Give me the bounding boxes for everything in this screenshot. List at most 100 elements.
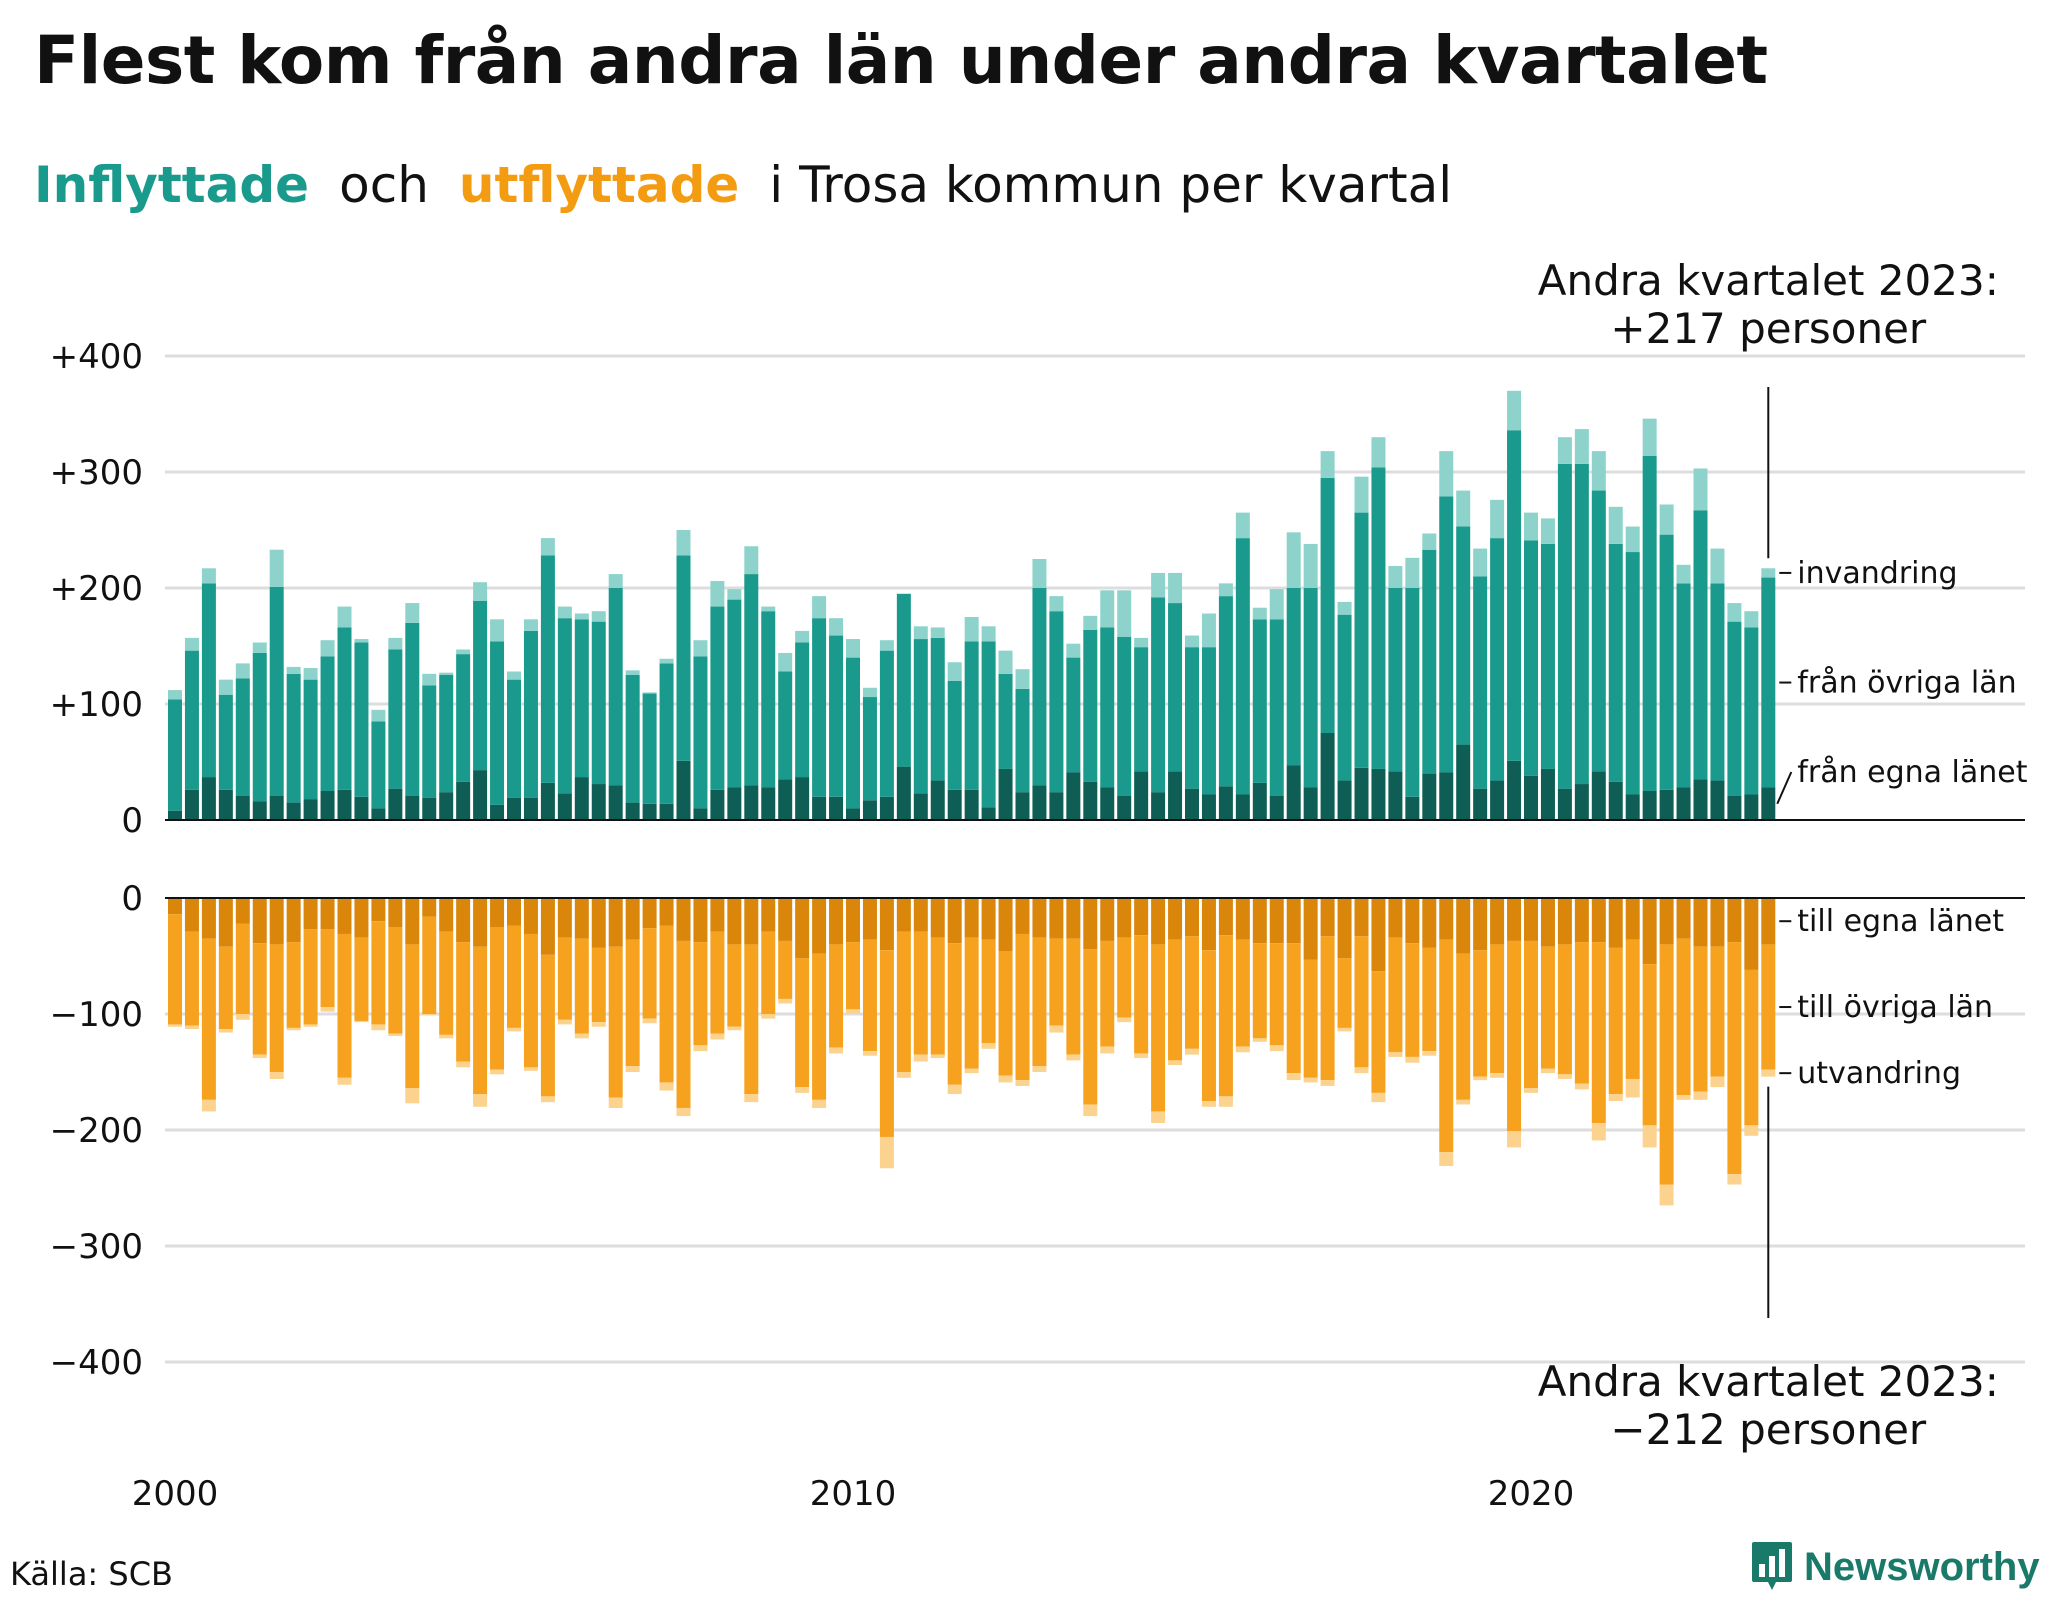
bar-in-own-county (1591, 771, 1606, 820)
bar-out-own-county (456, 898, 471, 943)
annotation-bottom-line2: −212 personer (1610, 1405, 1927, 1454)
bar-in-other-counties (744, 574, 759, 786)
bar-out-other-counties (1083, 949, 1098, 1105)
bar-in-own-county (930, 780, 945, 820)
bar-in-immigration (1744, 611, 1759, 628)
bar-out-own-county (981, 898, 996, 940)
bar-in-other-counties (574, 619, 589, 778)
bar-in-immigration (710, 581, 725, 607)
bar-in-own-county (1134, 771, 1149, 820)
bar-in-own-county (337, 789, 352, 820)
bar-in-own-county (1744, 794, 1759, 820)
bar-out-own-county (812, 898, 827, 954)
bar-out-emigration (795, 1087, 810, 1093)
bar-out-other-counties (507, 925, 521, 1028)
bar-in-other-counties (456, 654, 471, 782)
bar-in-immigration (1524, 512, 1538, 541)
bar-out-own-county (930, 898, 945, 938)
bar-in-immigration (490, 619, 505, 642)
brand-logo[interactable]: Newsworthy (1750, 1540, 2040, 1594)
bar-in-other-counties (1134, 647, 1149, 772)
bar-in-other-counties (659, 663, 674, 804)
bar-in-other-counties (1676, 583, 1691, 788)
bar-out-other-counties (1557, 944, 1572, 1075)
bar-out-own-county (1252, 898, 1267, 944)
bar-out-emigration (303, 1024, 318, 1027)
bar-out-own-county (846, 898, 860, 943)
bar-in-immigration (676, 530, 691, 556)
bar-out-emigration (1557, 1074, 1572, 1079)
bar-in-immigration (829, 618, 844, 636)
bar-in-other-counties (591, 621, 606, 785)
bar-in-immigration (1286, 532, 1301, 588)
bar-out-other-counties (947, 943, 962, 1085)
bar-out-other-counties (829, 944, 844, 1048)
bar-in-own-county (1252, 782, 1267, 820)
bar-in-other-counties (184, 650, 199, 790)
bar-in-own-county (964, 789, 979, 820)
bar-in-other-counties (896, 593, 911, 767)
bar-in-other-counties (1117, 636, 1132, 796)
bar-out-other-counties (439, 931, 454, 1035)
bar-out-own-county (1473, 898, 1488, 951)
bar-out-emigration (862, 1051, 877, 1056)
bar-in-own-county (1032, 785, 1047, 820)
bar-in-other-counties (1456, 526, 1471, 745)
bar-out-own-county (913, 898, 928, 932)
series-leader (1776, 771, 1793, 805)
bar-in-other-counties (252, 652, 267, 802)
bar-out-other-counties (1473, 950, 1488, 1077)
bar-out-own-county (422, 898, 437, 917)
bar-in-other-counties (1710, 583, 1725, 781)
bar-out-emigration (1710, 1076, 1725, 1088)
bar-out-other-counties (218, 946, 233, 1030)
x-tick-label: 2000 (132, 1474, 219, 1514)
y-tick-label: −200 (50, 1111, 143, 1151)
bar-out-other-counties (642, 928, 657, 1019)
bar-out-emigration (269, 1072, 284, 1079)
bar-out-own-county (1303, 898, 1318, 960)
bar-out-own-county (1032, 898, 1047, 938)
bar-out-own-county (371, 898, 386, 922)
bar-in-own-county (1490, 780, 1505, 820)
bar-in-own-county (862, 800, 877, 820)
bar-in-own-county (235, 795, 250, 820)
bar-out-own-county (1117, 898, 1132, 938)
bar-in-other-counties (1151, 597, 1166, 793)
bar-in-own-county (1676, 787, 1691, 820)
bar-in-other-counties (862, 697, 877, 801)
bar-in-other-counties (1642, 455, 1657, 791)
bar-in-immigration (1134, 637, 1149, 648)
bar-out-own-county (320, 898, 335, 930)
bar-out-emigration (405, 1088, 420, 1104)
bar-out-emigration (557, 1019, 572, 1025)
bar-in-own-county (1168, 771, 1183, 820)
bar-out-emigration (727, 1026, 742, 1031)
bar-out-own-county (354, 898, 369, 938)
bar-in-immigration (913, 626, 928, 640)
bar-in-immigration (693, 640, 708, 657)
bar-in-other-counties (371, 721, 386, 809)
bar-out-own-county (744, 898, 759, 945)
bar-in-immigration (303, 668, 318, 680)
bar-in-other-counties (320, 656, 335, 791)
bar-in-own-county (879, 796, 894, 820)
bar-out-other-counties (1151, 944, 1166, 1112)
bar-out-other-counties (1405, 943, 1420, 1057)
bar-in-other-counties (1320, 477, 1335, 733)
bar-out-emigration (1252, 1038, 1267, 1042)
bar-out-emigration (1049, 1025, 1064, 1033)
bar-in-other-counties (1591, 490, 1606, 772)
bar-in-other-counties (1303, 588, 1318, 788)
bar-out-own-county (388, 898, 403, 927)
chart-subtitle: Inflyttade och utflyttade i Trosa kommun pe… (34, 156, 1452, 214)
bar-in-immigration (812, 596, 827, 619)
bar-out-emigration (1574, 1083, 1589, 1090)
bar-in-immigration (1405, 557, 1420, 588)
bar-in-own-county (1269, 795, 1284, 820)
bar-in-other-counties (523, 630, 538, 798)
bar-out-own-county (1642, 898, 1657, 965)
bar-out-emigration (235, 1014, 250, 1020)
bar-in-other-counties (557, 618, 572, 794)
bar-in-own-county (1015, 792, 1030, 820)
